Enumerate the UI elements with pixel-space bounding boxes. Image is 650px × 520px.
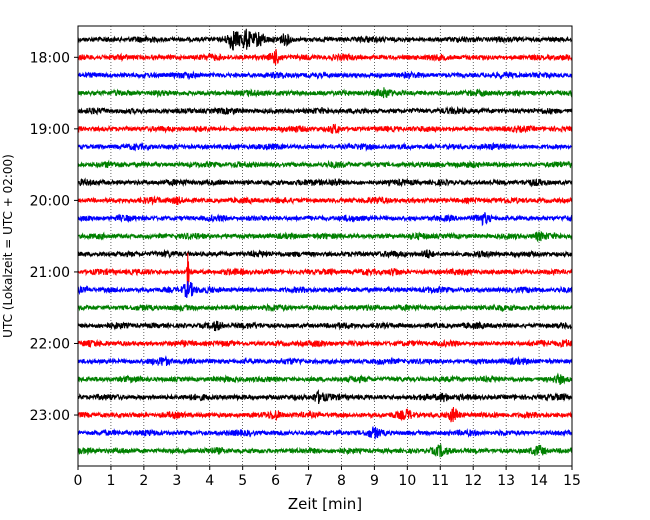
trace-1830 <box>77 87 573 99</box>
y-tick-label: 21:00 <box>30 265 70 281</box>
x-tick-label: 7 <box>304 473 313 489</box>
x-tick-label: 5 <box>238 473 247 489</box>
trace-1900 <box>77 123 573 134</box>
trace-2045 <box>77 248 573 260</box>
trace-2200 <box>77 338 573 349</box>
trace-2215 <box>77 355 573 367</box>
x-grid <box>110 26 540 466</box>
trace-2100 <box>77 252 573 295</box>
x-tick-label: 15 <box>563 473 581 489</box>
y-tick-label: 20:00 <box>30 193 70 209</box>
y-tick-label: 22:00 <box>30 336 70 352</box>
x-tick-label: 13 <box>497 473 515 489</box>
trace-2115 <box>77 280 573 298</box>
trace-2245 <box>77 388 573 405</box>
trace-2000 <box>77 195 573 206</box>
trace-1845 <box>77 105 573 116</box>
x-tick-label: 14 <box>530 473 548 489</box>
x-tick-label: 9 <box>370 473 379 489</box>
x-tick-label: 6 <box>271 473 280 489</box>
y-axis-label: UTC (Lokalzeit = UTC + 02:00) <box>1 154 15 338</box>
trace-1745 <box>77 28 573 51</box>
trace-2315 <box>77 426 573 440</box>
trace-1800 <box>77 49 573 65</box>
x-tick-label: 12 <box>464 473 482 489</box>
x-tick-label: 8 <box>337 473 346 489</box>
trace-1930 <box>77 159 573 170</box>
trace-2015 <box>77 212 573 227</box>
x-axis-label: Zeit [min] <box>288 495 362 513</box>
trace-2230 <box>77 372 573 385</box>
y-tick-label: 18:00 <box>30 50 70 66</box>
x-tick-label: 3 <box>172 473 181 489</box>
x-tick-label: 1 <box>106 473 115 489</box>
trace-1815 <box>77 70 573 81</box>
x-tick-label: 4 <box>205 473 214 489</box>
trace-2030 <box>77 230 573 243</box>
x-tick-label: 11 <box>431 473 449 489</box>
x-tick-label: 0 <box>74 473 83 489</box>
seismogram-traces <box>77 28 573 458</box>
x-tick-label: 10 <box>398 473 416 489</box>
trace-1915 <box>77 141 573 152</box>
trace-1945 <box>77 177 573 188</box>
trace-2130 <box>77 302 573 313</box>
trace-2300 <box>77 407 573 423</box>
trace-2145 <box>77 320 573 332</box>
x-tick-label: 2 <box>139 473 148 489</box>
y-tick-label: 23:00 <box>30 408 70 424</box>
trace-2330 <box>77 442 573 458</box>
plot-frame <box>77 25 573 467</box>
y-axis: 18:00 19:00 20:00 21:00 22:00 23:00 <box>30 50 78 424</box>
y-tick-label: 19:00 <box>30 122 70 138</box>
x-axis: 0 1 2 3 4 5 6 7 8 9 10 11 12 13 14 15 <box>74 466 581 489</box>
